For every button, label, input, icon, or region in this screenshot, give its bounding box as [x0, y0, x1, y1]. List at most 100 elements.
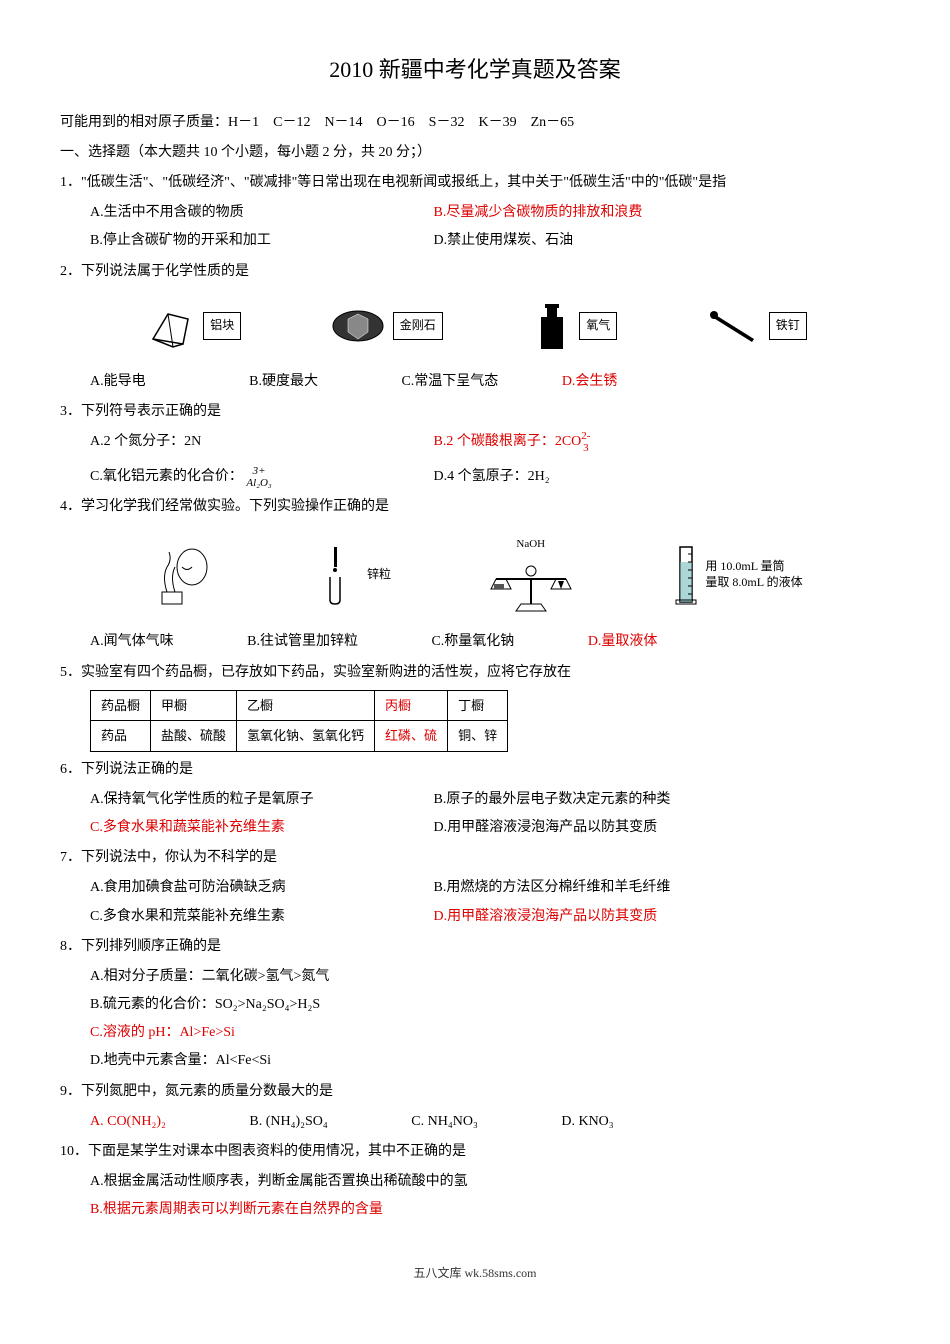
table-cell: 氢氧化钠、氢氧化钙 [237, 721, 375, 751]
q3-c-text: C.氧化铝元素的化合价： [90, 469, 243, 484]
q2-img-c: 氧气 [529, 299, 617, 354]
q8-opt-b: B.硫元素的化合价：SO₂>Na₂SO₄>H₂S [60, 992, 890, 1017]
table-cell: 药品橱 [91, 690, 151, 720]
question-10: 10．下面是某学生对课本中图表资料的使用情况，其中不正确的是 [60, 1139, 890, 1164]
question-7: 7．下列说法中，你认为不科学的是 [60, 845, 890, 870]
q4-label-c: NaOH [516, 535, 545, 555]
q9-options: A. CO(NH₂)₂ B. (NH₄)₂SO₄ C. NH₄NO₃ D. KN… [60, 1109, 890, 1134]
table-cell: 铜、锌 [448, 721, 508, 751]
q9-opt-a: A. CO(NH₂)₂ [90, 1109, 166, 1134]
cylinder-icon [670, 542, 700, 607]
q4-opt-b: B.往试管里加锌粒 [247, 629, 358, 654]
q2-img-d: 铁钉 [704, 304, 807, 349]
q4-images: 锌粒 NaOH 用 10.0mL 量筒 量取 8.0mL [60, 525, 890, 625]
q2-img-a: 铝块 [143, 299, 241, 354]
q3-row2: C.氧化铝元素的化合价： 3+Al₂O₃ D.4 个氢原子：2H₂ [60, 464, 890, 489]
q6-opt-d: D.用甲醛溶液浸泡海产品以防其变质 [434, 820, 658, 835]
q1-options-row2: B.停止含碳矿物的开采和加工 D.禁止使用煤炭、石油 [60, 228, 890, 253]
q4-img-b: 锌粒 [312, 542, 391, 607]
table-cell: 乙橱 [237, 690, 375, 720]
question-5: 5．实验室有四个药品橱，已存放如下药品，实验室新购进的活性炭，应将它存放在 [60, 660, 890, 685]
add-zinc-icon [312, 542, 362, 607]
table-cell: 丁橱 [448, 690, 508, 720]
q3-opt-a: A.2 个氮分子：2N [90, 429, 430, 454]
q2-opt-b: B.硬度最大 [249, 369, 318, 394]
q4-img-d: 用 10.0mL 量筒 量取 8.0mL 的液体 [670, 542, 802, 607]
q3-opt-d: D.4 个氢原子：2H₂ [434, 469, 550, 484]
q9-opt-b: B. (NH₄)₂SO₄ [249, 1109, 327, 1134]
q2-opt-c: C.常温下呈气态 [401, 369, 498, 394]
q4-opt-d: D.量取液体 [588, 634, 658, 649]
q3-c-formula: 3+Al₂O₃ [246, 465, 271, 489]
q7-opt-d: D.用甲醛溶液浸泡海产品以防其变质 [434, 909, 658, 924]
question-1: 1．"低碳生活"、"低碳经济"、"碳减排"等日常出现在电视新闻或报纸上，其中关于… [60, 170, 890, 195]
q2-options: A.能导电 B.硬度最大 C.常温下呈气态 D.会生锈 [60, 369, 890, 394]
q4-img-a [147, 542, 217, 607]
q9-opt-c: C. NH₄NO₃ [411, 1109, 478, 1134]
diamond-icon [328, 304, 388, 349]
table-cell: 红磷、硫 [375, 721, 448, 751]
q1-opt-d: D.禁止使用煤炭、石油 [434, 233, 574, 248]
q1-opt-b: B.尽量减少含碳物质的排放和浪费 [434, 205, 643, 220]
q3-b-text: 2 个碳酸根离子：2CO [446, 434, 581, 449]
q5-table: 药品橱 甲橱 乙橱 丙橱 丁橱 药品 盐酸、硫酸 氢氧化钠、氢氧化钙 红磷、硫 … [90, 690, 508, 752]
q7-row2: C.多食水果和荒菜能补充维生素 D.用甲醛溶液浸泡海产品以防其变质 [60, 904, 890, 929]
q1-options-row1: A.生活中不用含碳的物质 B.尽量减少含碳物质的排放和浪费 [60, 200, 890, 225]
iron-nail-icon [704, 304, 764, 349]
question-9: 9．下列氮肥中，氮元素的质量分数最大的是 [60, 1079, 890, 1104]
q6-opt-b: B.原子的最外层电子数决定元素的种类 [434, 792, 671, 807]
q6-row1: A.保持氧气化学性质的粒子是氧原子 B.原子的最外层电子数决定元素的种类 [60, 787, 890, 812]
q4-opt-c: C.称量氧化钠 [431, 629, 514, 654]
q4-label-d: 用 10.0mL 量筒 量取 8.0mL 的液体 [705, 559, 802, 590]
table-cell: 药品 [91, 721, 151, 751]
q7-opt-b: B.用燃烧的方法区分棉纤维和羊毛纤维 [434, 880, 671, 895]
q2-opt-a: A.能导电 [90, 369, 146, 394]
table-row: 药品 盐酸、硫酸 氢氧化钠、氢氧化钙 红磷、硫 铜、锌 [91, 721, 508, 751]
oxygen-bottle-icon [529, 299, 574, 354]
q6-row2: C.多食水果和蔬菜能补充维生素 D.用甲醛溶液浸泡海产品以防其变质 [60, 815, 890, 840]
question-2: 2．下列说法属于化学性质的是 [60, 259, 890, 284]
q10-opt-a: A.根据金属活动性顺序表，判断金属能否置换出稀硫酸中的氢 [60, 1169, 890, 1194]
section-1-title: 一、选择题（本大题共 10 个小题，每小题 2 分，共 20 分；） [60, 140, 890, 165]
q3-b-prefix: B. [434, 434, 447, 449]
q6-opt-c: C.多食水果和蔬菜能补充维生素 [90, 815, 430, 840]
q3-opt-c: C.氧化铝元素的化合价： 3+Al₂O₃ [90, 464, 430, 489]
q7-opt-a: A.食用加碘食盐可防治碘缺乏病 [90, 875, 430, 900]
q2-images: 铝块 金刚石 氧气 铁钉 [60, 289, 890, 364]
table-cell: 盐酸、硫酸 [151, 721, 237, 751]
q2-label-c: 氧气 [579, 312, 617, 340]
q4-img-c: NaOH [486, 535, 576, 615]
q7-row1: A.食用加碘食盐可防治碘缺乏病 B.用燃烧的方法区分棉纤维和羊毛纤维 [60, 875, 890, 900]
q2-opt-d: D.会生锈 [562, 374, 618, 389]
q3-opt-b: B.2 个碳酸根离子：2CO2-3 [434, 434, 591, 449]
q8-opt-a: A.相对分子质量：二氧化碳>氢气>氮气 [60, 964, 890, 989]
q10-opt-b: B.根据元素周期表可以判断元素在自然界的含量 [60, 1197, 890, 1222]
q8-opt-c: C.溶液的 pH：Al>Fe>Si [60, 1020, 890, 1045]
q4-label-d1: 用 10.0mL 量筒 [705, 559, 802, 575]
question-6: 6．下列说法正确的是 [60, 757, 890, 782]
page-footer: 五八文库 wk.58sms.com [60, 1263, 890, 1285]
balance-scale-icon [486, 559, 576, 614]
smell-gas-icon [147, 542, 217, 607]
q2-img-b: 金刚石 [328, 304, 443, 349]
q3-b-subscript: 2-3 [581, 430, 590, 454]
q7-opt-c: C.多食水果和荒菜能补充维生素 [90, 904, 430, 929]
q3-row1: A.2 个氮分子：2N B.2 个碳酸根离子：2CO2-3 [60, 429, 890, 454]
q9-opt-d: D. KNO₃ [561, 1114, 613, 1129]
q4-label-d2: 量取 8.0mL 的液体 [705, 575, 802, 591]
aluminum-block-icon [143, 299, 198, 354]
table-row: 药品橱 甲橱 乙橱 丙橱 丁橱 [91, 690, 508, 720]
q2-label-b: 金刚石 [393, 312, 443, 340]
q1-opt-c: B.停止含碳矿物的开采和加工 [90, 228, 430, 253]
table-cell: 丙橱 [375, 690, 448, 720]
q8-opt-d: D.地壳中元素含量：Al<Fe<Si [60, 1048, 890, 1073]
q1-opt-a: A.生活中不用含碳的物质 [90, 200, 430, 225]
q4-label-b: 锌粒 [367, 564, 391, 586]
q4-options: A.闻气体气味 B.往试管里加锌粒 C.称量氧化钠 D.量取液体 [60, 629, 890, 654]
page-title: 2010 新疆中考化学真题及答案 [60, 50, 890, 90]
q4-opt-a: A.闻气体气味 [90, 629, 174, 654]
table-cell: 甲橱 [151, 690, 237, 720]
q2-label-d: 铁钉 [769, 312, 807, 340]
question-4: 4．学习化学我们经常做实验。下列实验操作正确的是 [60, 494, 890, 519]
q2-label-a: 铝块 [203, 312, 241, 340]
